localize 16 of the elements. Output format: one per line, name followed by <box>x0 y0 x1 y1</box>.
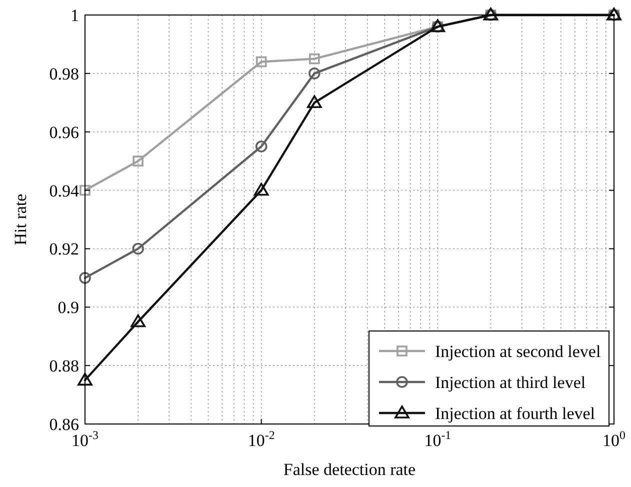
x-tick-label: 10$^{-1}$ <box>424 428 452 450</box>
y-tick-label: 0.86 <box>49 415 79 434</box>
x-axis-title: False detection rate <box>283 460 416 479</box>
x-tick-label: 10$^{-2}$ <box>248 428 275 450</box>
legend-label: Injection at third level <box>435 373 586 392</box>
y-axis-title: Hit rate <box>11 194 30 246</box>
y-tick-label: 0.88 <box>49 356 79 376</box>
y-tick-label: 0.96 <box>49 122 79 142</box>
y-tick-label: 1 <box>70 6 79 25</box>
y-tick-label: 0.98 <box>49 64 79 84</box>
y-tick-label: 0.92 <box>49 240 79 259</box>
y-tick-label: 0.94 <box>49 181 80 200</box>
legend-label: Injection at second level <box>435 342 601 361</box>
legend-label: Injection at fourth level <box>435 404 596 423</box>
y-tick-label: 0.9 <box>58 298 79 318</box>
x-tick-label: 10$^{0}$ <box>602 428 626 450</box>
